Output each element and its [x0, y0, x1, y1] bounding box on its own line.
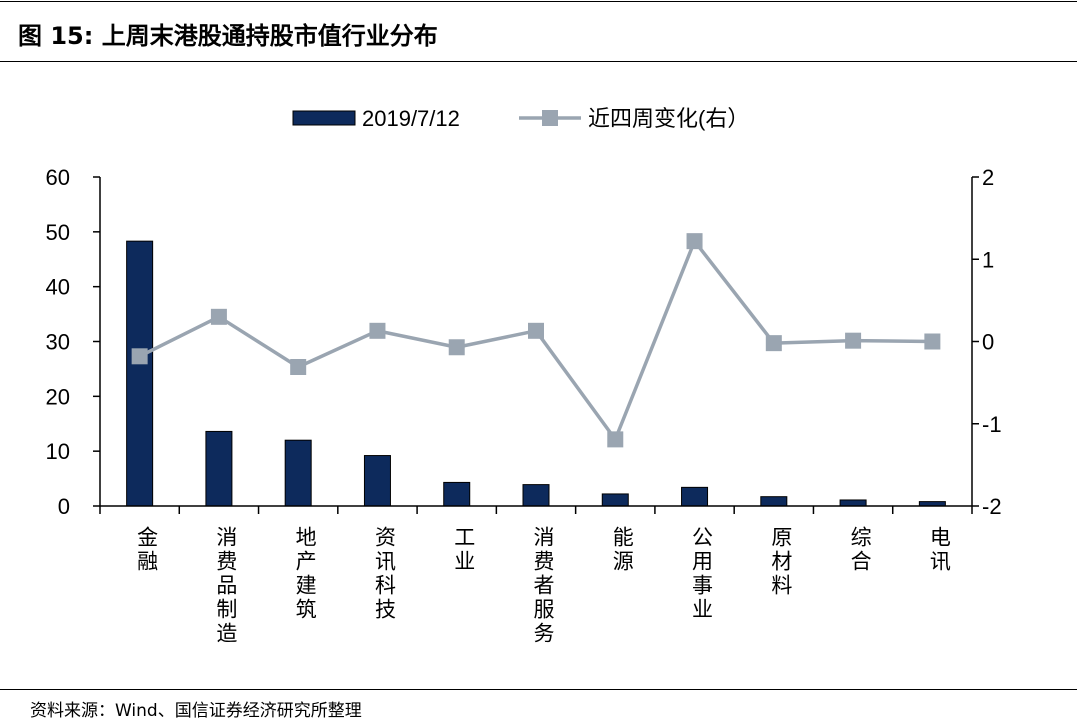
category-label: 消费品制造: [214, 526, 238, 646]
source-note: 资料来源：Wind、国信证券经济研究所整理: [30, 701, 362, 721]
left-tick-label: 0: [58, 494, 70, 519]
legend-line-marker: [542, 110, 558, 126]
category-label: 能源: [610, 526, 634, 574]
category-label: 消费者服务: [531, 526, 555, 646]
bar: [363, 455, 391, 507]
bar: [126, 240, 154, 507]
line-series: [131, 233, 941, 448]
axes: 0 10 20 30 40 50 60 -2 -1 0 1 2: [46, 165, 1002, 519]
line-marker: [131, 348, 148, 365]
line-marker: [845, 332, 862, 349]
line-marker: [448, 339, 465, 356]
left-tick-label: 40: [46, 275, 70, 300]
line-marker: [210, 308, 227, 325]
line-marker: [369, 322, 386, 339]
figure-title: 图 15: 上周末港股通持股市值行业分布: [18, 22, 438, 50]
right-tick-label: -2: [982, 494, 1002, 519]
title-bar: 图 15: 上周末港股通持股市值行业分布: [0, 0, 1077, 62]
bar: [284, 439, 312, 507]
bar: [601, 493, 629, 507]
bar: [681, 486, 709, 507]
right-tick-label: 2: [982, 165, 994, 190]
category-label: 电讯: [927, 526, 951, 574]
category-label: 金融: [135, 526, 159, 574]
category-label: 公用事业: [690, 526, 714, 622]
line-marker: [607, 431, 624, 448]
category-label: 工业: [452, 526, 476, 574]
top-rule: [0, 1, 1077, 2]
bar: [839, 499, 867, 507]
title-rule: [0, 61, 1077, 62]
bar: [522, 484, 550, 507]
legend-bar-label: 2019/7/12: [362, 106, 460, 131]
category-label: 综合: [848, 526, 872, 574]
line-marker: [686, 233, 703, 250]
bar: [205, 430, 233, 507]
footer-rule: [0, 689, 1077, 690]
left-tick-label: 20: [46, 384, 70, 409]
legend: 2019/7/12 近四周变化(右）: [292, 106, 749, 131]
category-label: 原材料: [769, 526, 793, 598]
left-tick-label: 50: [46, 220, 70, 245]
bar-series: [126, 240, 946, 507]
left-tick-label: 30: [46, 330, 70, 355]
line-marker: [528, 322, 544, 339]
left-tick-label: 10: [46, 439, 70, 464]
right-tick-label: 0: [982, 330, 994, 355]
line-marker: [924, 333, 941, 350]
category-labels: 金融 消费品制造 地产建筑 资讯科技 工业 消费者服务 能源 公用事业 原材料 综合 电讯: [135, 526, 952, 646]
category-label: 地产建筑: [293, 526, 317, 622]
legend-line-label: 近四周变化(右）: [588, 106, 749, 131]
series-line: [138, 239, 933, 442]
right-tick-label: 1: [982, 247, 994, 272]
line-marker: [290, 358, 307, 375]
left-tick-label: 60: [46, 165, 70, 190]
category-label: 资讯科技: [372, 526, 396, 622]
right-tick-label: -1: [982, 412, 1002, 437]
bar: [760, 496, 788, 507]
line-marker: [765, 335, 782, 352]
bar: [443, 481, 471, 507]
legend-bar-swatch: [292, 110, 356, 126]
